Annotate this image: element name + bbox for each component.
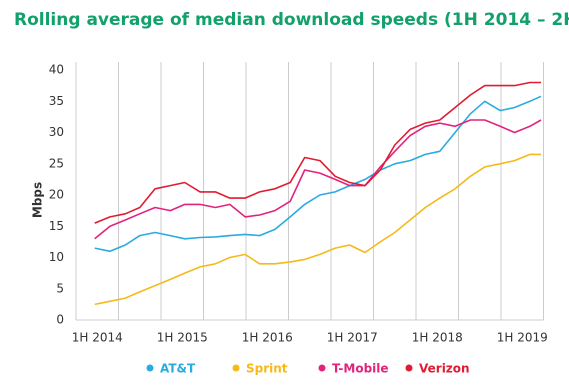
x-tick-label: 1H 2016 xyxy=(242,331,293,345)
legend-marker xyxy=(318,364,326,372)
legend-marker xyxy=(232,364,240,372)
y-tick-label: 5 xyxy=(56,281,64,295)
y-tick-label: 40 xyxy=(49,63,64,77)
y-axis-label: Mbps xyxy=(31,182,45,218)
series-line xyxy=(94,95,542,253)
legend-label: Sprint xyxy=(246,362,288,376)
y-tick-label: 25 xyxy=(49,156,64,170)
y-tick-label: 35 xyxy=(49,94,64,108)
y-tick-label: 15 xyxy=(49,219,64,233)
series-line xyxy=(94,119,542,240)
y-tick-label: 0 xyxy=(56,313,64,327)
x-tick-label: 1H 2014 xyxy=(72,331,123,345)
series-line xyxy=(94,81,541,224)
x-tick-label: 1H 2017 xyxy=(327,331,378,345)
y-tick-label: 30 xyxy=(49,125,64,139)
y-tick-label: 10 xyxy=(49,250,64,264)
legend-marker xyxy=(146,364,154,372)
legend-marker xyxy=(405,364,413,372)
x-tick-label: 1H 2018 xyxy=(412,331,463,345)
y-tick-label: 20 xyxy=(49,188,64,202)
x-tick-label: 1H 2015 xyxy=(157,331,208,345)
legend-label: Verizon xyxy=(419,362,470,376)
legend-label: AT&T xyxy=(160,362,196,376)
legend-label: T-Mobile xyxy=(332,362,389,376)
chart-title: Rolling average of median download speed… xyxy=(14,10,569,30)
x-tick-label: 1H 2019 xyxy=(497,331,548,345)
series-line xyxy=(94,153,541,306)
